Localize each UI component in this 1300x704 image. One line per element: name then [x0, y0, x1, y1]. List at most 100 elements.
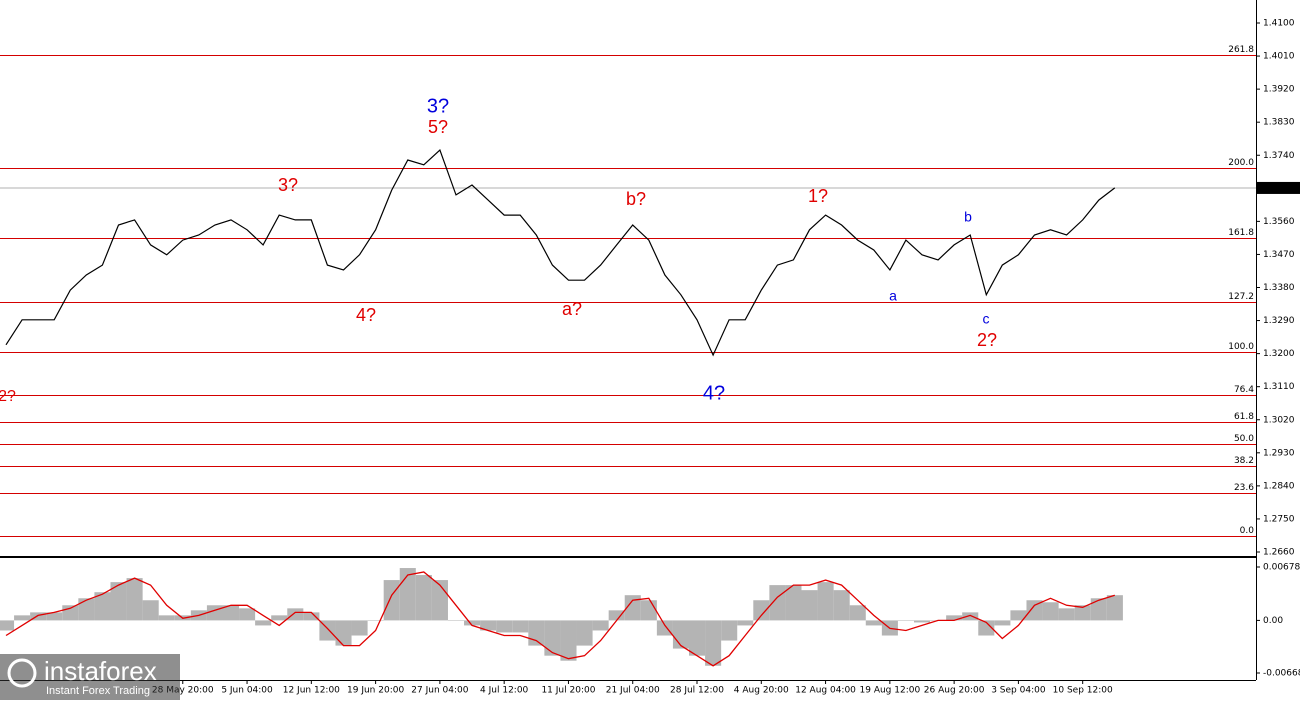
- y-tick-label: 1.3200: [1263, 349, 1295, 359]
- x-tick-label: 12 Aug 04:00: [795, 686, 856, 696]
- fib-label: 100.0: [1228, 342, 1254, 352]
- macd-bar: [737, 620, 754, 626]
- wave-label: 3?: [278, 175, 298, 195]
- macd-bar: [351, 620, 368, 636]
- y-tick-label: 1.2660: [1263, 548, 1295, 558]
- y-tick-label: 1.2930: [1263, 448, 1295, 458]
- x-tick-label: 4 Jul 12:00: [480, 686, 529, 696]
- y-tick-label: 1.3920: [1263, 85, 1295, 95]
- macd-bar: [126, 578, 143, 621]
- x-tick-label: 21 Jul 04:00: [606, 686, 660, 696]
- macd-bar: [319, 620, 336, 641]
- wave-label: c: [983, 311, 990, 327]
- x-tick-label: 12 Jun 12:00: [283, 686, 340, 696]
- y-tick-label: 1.4010: [1263, 52, 1295, 62]
- macd-bar: [689, 620, 706, 656]
- macd-bar: [624, 595, 641, 621]
- macd-bar: [656, 620, 673, 636]
- y-tick-label: 0.00: [1263, 616, 1283, 626]
- macd-bar: [801, 590, 818, 621]
- watermark-icon: [7, 658, 37, 688]
- macd-bar: [1026, 600, 1043, 621]
- x-tick-label: 11 Jul 20:00: [541, 686, 595, 696]
- wave-label: b?: [626, 189, 646, 209]
- macd-bar: [14, 615, 31, 621]
- macd-bar: [528, 620, 545, 646]
- y-tick-label: -0.00668: [1263, 669, 1300, 679]
- y-tick-label: 0.00678: [1263, 563, 1300, 573]
- macd-bar: [672, 620, 690, 649]
- fib-label: 23.6: [1234, 483, 1254, 493]
- y-tick-label: 1.3110: [1263, 382, 1295, 392]
- macd-bar: [415, 575, 432, 621]
- macd-bar: [1042, 602, 1059, 621]
- x-tick-label: 27 Jun 04:00: [411, 686, 468, 696]
- macd-bar: [367, 620, 384, 621]
- macd-bar: [849, 605, 866, 621]
- macd-bar: [560, 620, 577, 661]
- wave-label: 4?: [703, 382, 725, 404]
- macd-bar: [480, 620, 497, 631]
- macd-bar: [1106, 595, 1123, 621]
- macd-bar: [158, 615, 175, 621]
- macd-bar: [978, 620, 995, 636]
- x-tick-label: 4 Aug 20:00: [734, 686, 789, 696]
- macd-bar: [592, 620, 609, 631]
- y-tick-label: 1.3830: [1263, 118, 1295, 128]
- macd-bar: [496, 620, 513, 633]
- macd-bar: [897, 620, 914, 621]
- wave-label: a: [889, 288, 897, 304]
- watermark-brand: instaforex: [44, 656, 157, 686]
- y-tick-label: 1.3740: [1263, 151, 1295, 161]
- macd-bar: [544, 620, 561, 656]
- x-tick-label: 3 Sep 04:00: [991, 686, 1046, 696]
- macd-bar: [640, 600, 657, 621]
- wave-label: 2?: [977, 330, 997, 350]
- macd-bar: [608, 610, 625, 621]
- macd-bar: [239, 608, 256, 621]
- macd-bar: [303, 612, 320, 621]
- last-price-box: [1257, 181, 1300, 194]
- x-tick-label: 19 Aug 12:00: [860, 686, 921, 696]
- x-tick-label: 19 Jun 20:00: [347, 686, 404, 696]
- macd-bar: [335, 620, 352, 646]
- macd-bar: [30, 612, 47, 621]
- macd-bar: [1074, 605, 1091, 621]
- price-line: [5, 149, 1116, 357]
- macd-bar: [962, 612, 979, 621]
- macd-bar: [206, 605, 223, 621]
- macd-bar: [994, 620, 1011, 626]
- macd-bar: [753, 600, 770, 621]
- y-tick-label: 1.2750: [1263, 514, 1295, 524]
- x-tick-label: 28 May 20:00: [152, 686, 214, 696]
- macd-bar: [721, 620, 738, 641]
- wave-label: 2?: [0, 388, 16, 405]
- macd-bar: [705, 620, 722, 666]
- macd-bar: [46, 612, 63, 621]
- y-tick-label: 1.3470: [1263, 250, 1295, 260]
- fib-label: 200.0: [1228, 158, 1254, 168]
- macd-bar: [865, 620, 882, 626]
- y-tick-label: 1.3020: [1263, 415, 1295, 425]
- macd-bar: [833, 590, 850, 621]
- macd-bar: [576, 620, 593, 646]
- wave-label: b: [964, 209, 972, 225]
- y-tick-label: 1.3560: [1263, 217, 1295, 227]
- y-tick-label: 1.3290: [1263, 316, 1295, 326]
- macd-bar: [62, 605, 79, 621]
- wave-label: 1?: [808, 186, 828, 206]
- fib-label: 50.0: [1234, 434, 1254, 444]
- wave-label: a?: [562, 299, 582, 319]
- macd-bar: [946, 615, 963, 621]
- macd-bar: [447, 620, 465, 621]
- macd-bar: [399, 568, 416, 621]
- x-tick-label: 5 Jun 04:00: [221, 686, 273, 696]
- watermark: instaforex Instant Forex Trading: [0, 654, 180, 700]
- fib-label: 161.8: [1228, 228, 1254, 238]
- x-tick-label: 28 Jul 12:00: [670, 686, 724, 696]
- macd-bar: [78, 598, 95, 621]
- macd-bar: [94, 592, 111, 621]
- macd-bar: [142, 600, 159, 621]
